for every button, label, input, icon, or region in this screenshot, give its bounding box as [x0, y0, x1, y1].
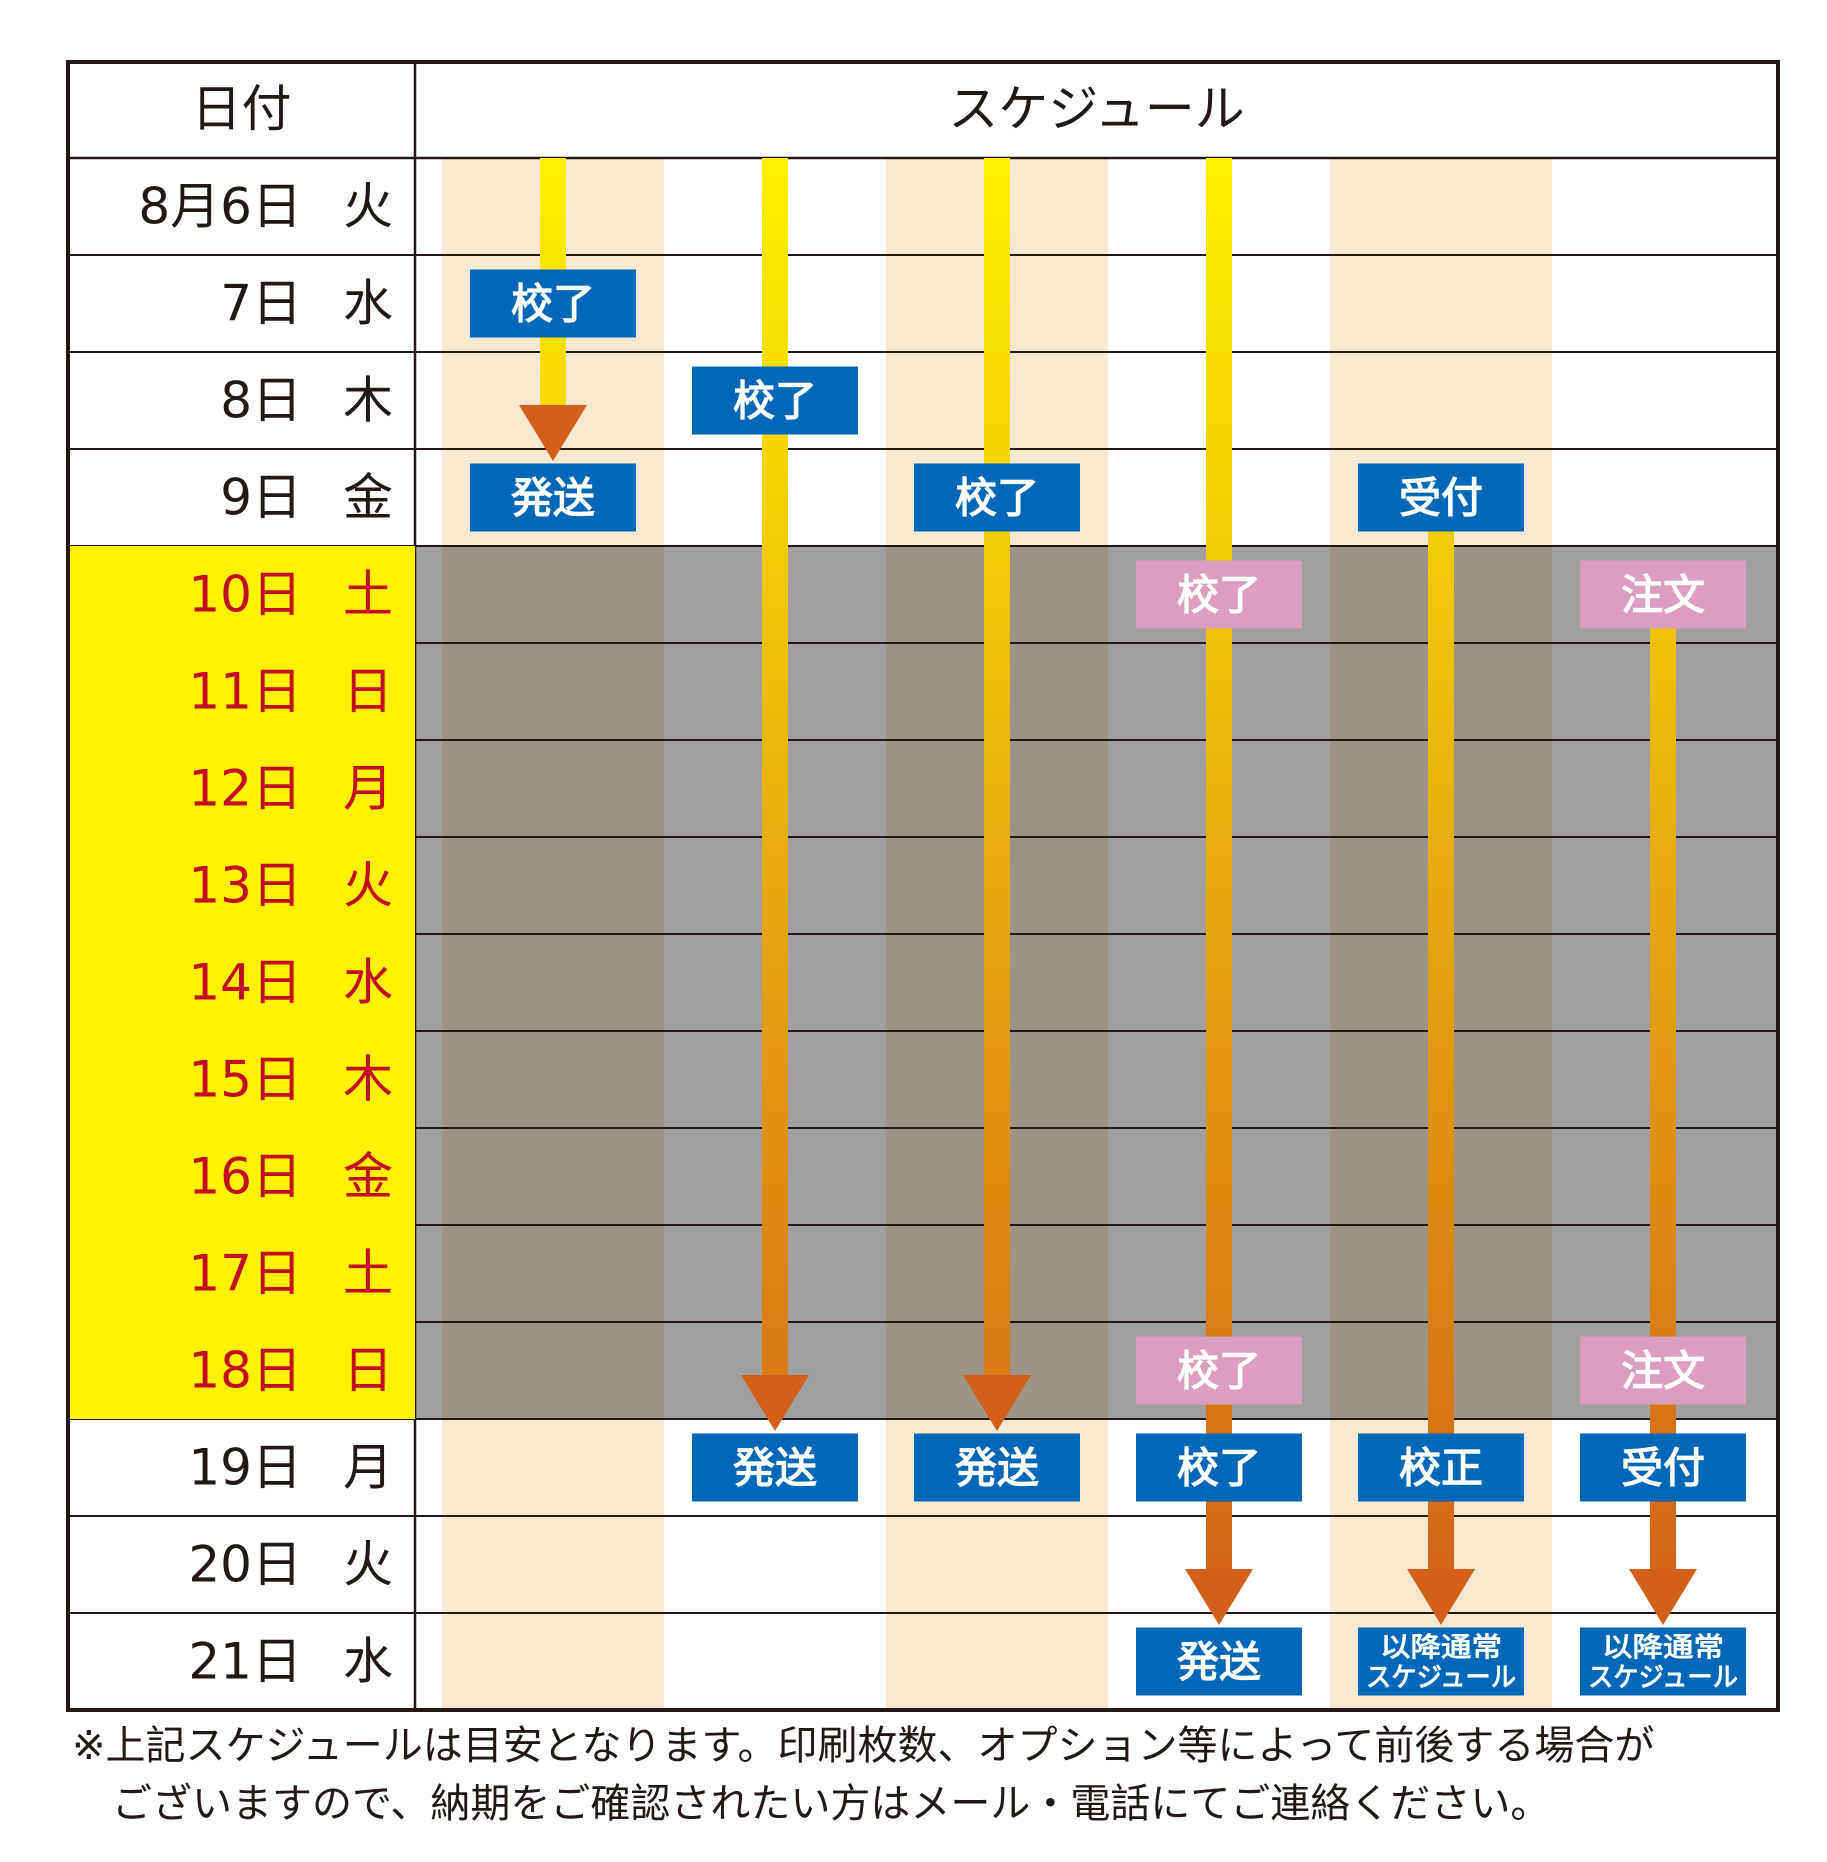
schedule-label: 受付: [1399, 474, 1483, 523]
weekday-label: 火: [343, 1536, 393, 1594]
weekday-label: 月: [343, 1439, 393, 1497]
schedule-label: 発送: [955, 1444, 1039, 1493]
weekday-label: 日: [343, 1342, 393, 1400]
weekday-label: 木: [343, 1051, 393, 1109]
arrow-shaft: [984, 158, 1010, 1375]
schedule-label-box: [1136, 1433, 1302, 1502]
weekday-label: 木: [343, 372, 393, 430]
weekday-label: 土: [343, 1245, 393, 1303]
schedule-label-box: [470, 269, 636, 338]
column-stripe-holiday: [442, 546, 664, 1419]
table-frame: [66, 60, 1780, 1712]
schedule-label-box: [914, 463, 1080, 532]
header-schedule: スケジュール: [948, 80, 1245, 138]
arrow-head: [963, 1375, 1031, 1431]
date-cell-holiday: [68, 740, 415, 837]
arrow-head: [1185, 1569, 1253, 1625]
date-cell-holiday: [68, 1225, 415, 1322]
weekday-label: 金: [343, 469, 393, 527]
date-label: 8月6日: [138, 178, 302, 236]
date-label: 15日: [188, 1051, 302, 1109]
schedule-label: 校了: [1177, 571, 1261, 620]
weekday-label: 金: [343, 1148, 393, 1206]
schedule-label: 校了: [511, 280, 595, 329]
date-cell-holiday: [68, 934, 415, 1031]
schedule-label-box: [692, 1433, 858, 1502]
footnote-line-1: ※上記スケジュールは目安となります。印刷枚数、オプション等によって前後する場合が: [72, 1723, 1655, 1769]
schedule-label: スケジュール: [1588, 1663, 1738, 1694]
date-label: 13日: [188, 857, 302, 915]
schedule-label: 校了: [733, 377, 817, 426]
schedule-label: 注文: [1621, 1347, 1705, 1396]
schedule-label: 発送: [1177, 1638, 1261, 1687]
arrow-shaft: [1650, 594, 1676, 1569]
schedule-label: 受付: [1621, 1444, 1705, 1493]
date-cell-holiday: [68, 1322, 415, 1419]
schedule-label-box: [1358, 1627, 1524, 1696]
schedule-label-box: [1580, 1627, 1746, 1696]
schedule-label-box: [1136, 560, 1302, 629]
date-cell-holiday: [68, 837, 415, 934]
date-label: 17日: [188, 1245, 302, 1303]
weekday-label: 水: [343, 954, 393, 1012]
date-label: 20日: [188, 1536, 302, 1594]
weekday-label: 土: [343, 566, 393, 624]
weekday-label: 火: [343, 857, 393, 915]
weekday-label: 水: [343, 1633, 393, 1691]
date-label: 16日: [188, 1148, 302, 1206]
weekday-label: 火: [343, 178, 393, 236]
date-label: 12日: [188, 760, 302, 818]
schedule-label: 校了: [1177, 1347, 1261, 1396]
schedule-label-box: [692, 366, 858, 435]
arrow-shaft: [1206, 158, 1232, 1569]
schedule-label: 以降通常: [1602, 1633, 1724, 1664]
schedule-label-box: [470, 463, 636, 532]
schedule-label: 校正: [1399, 1444, 1483, 1493]
date-cell-holiday: [68, 1128, 415, 1225]
date-label: 19日: [188, 1439, 302, 1497]
schedule-label-box: [1358, 463, 1524, 532]
schedule-label: 発送: [733, 1444, 817, 1493]
schedule-label-box: [1580, 560, 1746, 629]
schedule-label: スケジュール: [1366, 1663, 1516, 1694]
date-label: 10日: [188, 566, 302, 624]
date-label: 11日: [188, 663, 302, 721]
arrow-head: [1407, 1569, 1475, 1625]
date-label: 18日: [188, 1342, 302, 1400]
date-cell-holiday: [68, 643, 415, 740]
footnote-line-2: ございますので、納期をご確認されたい方はメール・電話にてご連絡ください。: [112, 1781, 1551, 1827]
arrow-head: [741, 1375, 809, 1431]
arrow-head: [519, 405, 587, 461]
schedule-label-box: [1136, 1627, 1302, 1696]
date-label: 9日: [220, 469, 302, 527]
arrow-shaft: [762, 158, 788, 1375]
date-label: 21日: [188, 1633, 302, 1691]
schedule-label: 注文: [1621, 571, 1705, 620]
weekday-label: 日: [343, 663, 393, 721]
schedule-label: 発送: [511, 474, 595, 523]
schedule-label: 以降通常: [1380, 1633, 1502, 1664]
date-cell-holiday: [68, 1031, 415, 1128]
date-label: 14日: [188, 954, 302, 1012]
date-label: 8日: [220, 372, 302, 430]
header-date: 日付: [192, 80, 292, 138]
schedule-label-box: [1136, 1336, 1302, 1405]
schedule-label-box: [1358, 1433, 1524, 1502]
arrow-shaft: [1428, 497, 1454, 1569]
schedule-label-box: [1580, 1336, 1746, 1405]
weekday-label: 水: [343, 275, 393, 333]
schedule-label-box: [1580, 1433, 1746, 1502]
schedule-label: 校了: [1177, 1444, 1261, 1493]
date-label: 7日: [220, 275, 302, 333]
weekday-label: 月: [343, 760, 393, 818]
schedule-label-box: [914, 1433, 1080, 1502]
schedule-label: 校了: [955, 474, 1039, 523]
arrow-head: [1629, 1569, 1697, 1625]
date-cell-holiday: [68, 546, 415, 643]
